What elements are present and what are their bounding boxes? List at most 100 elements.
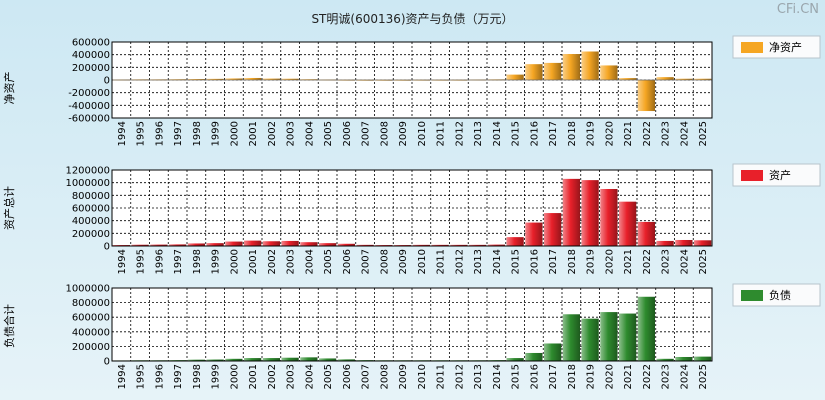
- y-tick-label: 1000000: [65, 178, 110, 189]
- bar-2019: [581, 51, 599, 80]
- x-tick-label: 2006: [342, 249, 353, 274]
- x-tick-label: 1996: [154, 249, 165, 274]
- x-tick-label: 2003: [286, 364, 297, 389]
- x-tick-label: 2004: [304, 121, 315, 146]
- x-tick-label: 2023: [661, 121, 672, 146]
- bar-2005: [319, 358, 337, 361]
- bar-2003: [281, 357, 299, 361]
- bar-2001: [244, 240, 262, 246]
- x-tick-label: 2009: [398, 249, 409, 274]
- plot-frame: [111, 41, 713, 119]
- bar-2016: [525, 64, 543, 80]
- bar-2017: [544, 343, 562, 361]
- y-tick-label: 200000: [72, 63, 110, 74]
- x-tick-label: 2008: [379, 249, 390, 274]
- bar-2021: [619, 313, 637, 361]
- bar-1997: [169, 244, 187, 246]
- y-tick-label: 0: [104, 76, 110, 87]
- y-tick-label: 200000: [72, 342, 110, 353]
- bar-2025: [694, 78, 712, 80]
- x-tick-label: 2020: [604, 121, 615, 146]
- x-tick-label: 2015: [511, 249, 522, 274]
- x-tick-label: 1997: [173, 249, 184, 274]
- x-tick-label: 2022: [642, 364, 653, 389]
- x-tick-label: 2024: [679, 364, 690, 389]
- x-tick-label: 1997: [173, 364, 184, 389]
- x-tick-label: 1994: [117, 249, 128, 274]
- bar-1998: [187, 359, 205, 361]
- x-tick-label: 1997: [173, 121, 184, 146]
- bar-2014: [487, 244, 505, 246]
- bar-2025: [694, 356, 712, 361]
- bar-2000: [225, 358, 243, 361]
- x-tick-label: 2001: [248, 121, 259, 146]
- x-tick-label: 2007: [361, 249, 372, 274]
- bar-2002: [262, 241, 280, 246]
- bar-2003: [281, 240, 299, 246]
- x-tick-label: 2006: [342, 121, 353, 146]
- x-tick-label: 2025: [698, 121, 709, 146]
- x-tick-label: 1999: [211, 121, 222, 146]
- bar-2003: [281, 78, 299, 80]
- bar-2019: [581, 180, 599, 246]
- y-tick-label: 800000: [72, 191, 110, 202]
- x-tick-label: 2003: [286, 249, 297, 274]
- x-tick-label: 2016: [529, 121, 540, 146]
- y-tick-label: 400000: [72, 327, 110, 338]
- bar-2018: [562, 314, 580, 361]
- x-tick-label: 2024: [679, 249, 690, 274]
- y-tick-label: -400000: [68, 101, 110, 112]
- bar-1995: [131, 244, 149, 246]
- x-tick-label: 2012: [454, 249, 465, 274]
- bar-2016: [525, 352, 543, 361]
- bar-2020: [600, 65, 618, 80]
- y-axis-label: 净资产: [2, 72, 16, 105]
- x-tick-label: 2023: [661, 364, 672, 389]
- x-tick-label: 2020: [604, 364, 615, 389]
- x-tick-label: 2001: [248, 364, 259, 389]
- x-tick-label: 2021: [623, 249, 634, 274]
- bar-2022: [637, 80, 655, 112]
- y-tick-label: 400000: [72, 50, 110, 61]
- x-tick-label: 2011: [436, 249, 447, 274]
- x-tick-label: 2016: [529, 249, 540, 274]
- x-tick-label: 2020: [604, 249, 615, 274]
- bar-2015: [506, 358, 524, 361]
- y-tick-label: -600000: [68, 114, 110, 125]
- x-tick-label: 2005: [323, 121, 334, 146]
- bar-2011: [431, 244, 449, 246]
- bar-2001: [244, 358, 262, 361]
- x-tick-label: 2017: [548, 249, 559, 274]
- bar-2006: [337, 243, 355, 246]
- bar-2020: [600, 189, 618, 246]
- x-tick-label: 2009: [398, 121, 409, 146]
- legend-swatch: [741, 42, 763, 53]
- x-tick-label: 2000: [229, 249, 240, 274]
- x-tick-label: 2022: [642, 249, 653, 274]
- x-tick-label: 1998: [192, 121, 203, 146]
- bar-2012: [450, 244, 468, 246]
- bar-2005: [319, 243, 337, 246]
- y-tick-label: 1200000: [65, 166, 110, 177]
- chart-panel-3: 1000000 800000 600000 400000 200000 0 1994 1995…: [2, 283, 821, 389]
- x-tick-label: 2001: [248, 249, 259, 274]
- bar-2020: [600, 312, 618, 361]
- x-tick-label: 2007: [361, 364, 372, 389]
- x-tick-label: 2013: [473, 121, 484, 146]
- bar-2021: [619, 78, 637, 80]
- x-tick-label: 1999: [211, 249, 222, 274]
- bar-1996: [150, 244, 168, 246]
- x-tick-label: 2021: [623, 121, 634, 146]
- bar-1998: [187, 79, 205, 81]
- bar-1999: [206, 243, 224, 246]
- x-tick-label: 2005: [323, 249, 334, 274]
- x-tick-label: 2011: [436, 364, 447, 389]
- x-tick-label: 1994: [117, 121, 128, 146]
- bar-2018: [562, 54, 580, 80]
- bar-2023: [656, 358, 674, 361]
- x-tick-label: 2012: [454, 364, 465, 389]
- bar-1998: [187, 243, 205, 246]
- x-tick-label: 2002: [267, 364, 278, 389]
- bar-2017: [544, 213, 562, 246]
- x-tick-label: 2005: [323, 364, 334, 389]
